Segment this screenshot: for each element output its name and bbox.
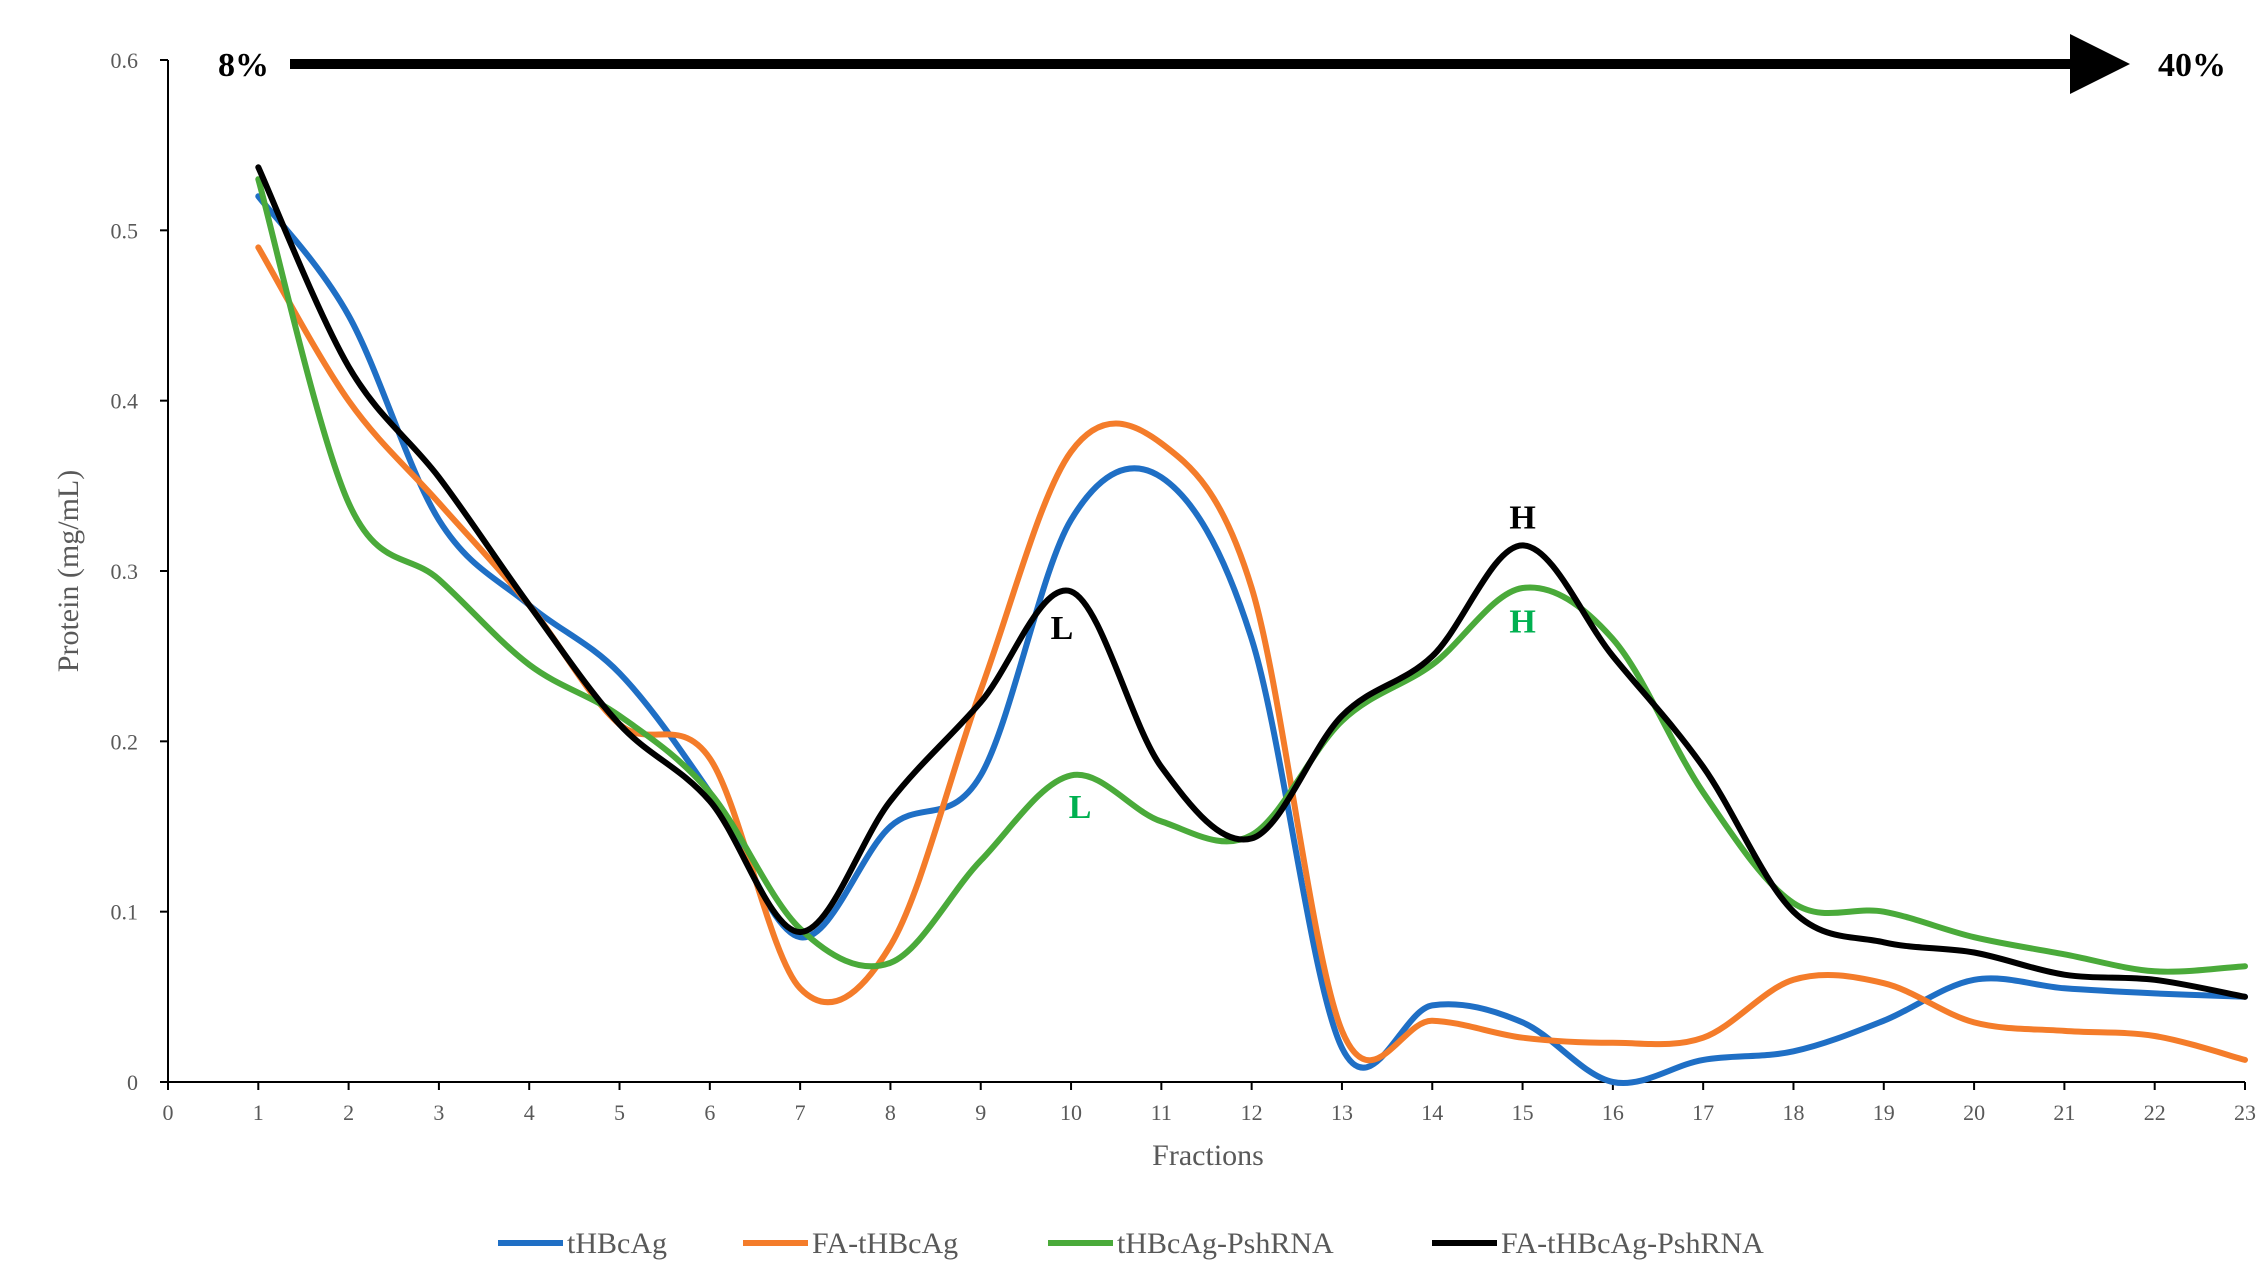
x-tick-label: 2	[343, 1100, 354, 1125]
legend-label: FA-tHBcAg-PshRNA	[1501, 1227, 1764, 1260]
x-tick-label: 13	[1331, 1100, 1353, 1125]
series-line-thbcag	[255, 193, 2248, 1087]
peak-labels: L L H H	[1051, 499, 1536, 826]
legend-item: tHBcAg	[498, 1227, 667, 1260]
x-tick-label: 14	[1421, 1100, 1443, 1125]
peak-label: H	[1509, 499, 1535, 536]
x-ticks: 0 1 2 3 4 5 6 7 8 9 10 11 12 13 14 15 16 17 18 19 20 21 22 23	[163, 1082, 2256, 1125]
series-group	[255, 164, 2248, 1087]
x-tick-label: 10	[1060, 1100, 1082, 1125]
x-tick-label: 23	[2234, 1100, 2256, 1125]
legend-label: tHBcAg-PshRNA	[1117, 1227, 1334, 1260]
peak-label: H	[1509, 603, 1535, 640]
x-tick-label: 16	[1602, 1100, 1624, 1125]
legend-label: tHBcAg	[567, 1227, 667, 1260]
series-line-fa-thbcag	[255, 244, 2248, 1064]
x-tick-label: 5	[614, 1100, 625, 1125]
y-tick-label: 0.6	[111, 48, 139, 73]
x-tick-label: 15	[1512, 1100, 1534, 1125]
y-axis-title: Protein (mg/mL)	[52, 470, 85, 672]
x-tick-label: 0	[163, 1100, 174, 1125]
x-tick-label: 1	[253, 1100, 264, 1125]
y-tick-label: 0.3	[111, 559, 139, 584]
gradient-end-label: 40%	[2158, 47, 2226, 84]
legend: tHBcAg FA-tHBcAg tHBcAg-PshRNA FA-tHBcAg…	[498, 1227, 1764, 1260]
x-tick-label: 21	[2053, 1100, 2075, 1125]
gradient-start-label: 8%	[218, 47, 269, 84]
y-tick-label: 0.4	[111, 389, 139, 414]
gradient-arrow: 8% 40%	[218, 34, 2226, 94]
x-tick-label: 8	[885, 1100, 896, 1125]
x-tick-label: 20	[1963, 1100, 1985, 1125]
y-ticks: 0 0.1 0.2 0.3 0.4 0.5 0.6	[111, 48, 168, 1095]
x-axis-title: Fractions	[1152, 1139, 1264, 1172]
x-tick-label: 7	[795, 1100, 806, 1125]
legend-item: FA-tHBcAg-PshRNA	[1432, 1227, 1764, 1260]
y-tick-label: 0.5	[111, 218, 139, 243]
x-tick-label: 11	[1151, 1100, 1172, 1125]
y-tick-label: 0	[127, 1070, 138, 1095]
x-tick-label: 9	[975, 1100, 986, 1125]
x-tick-label: 17	[1692, 1100, 1714, 1125]
x-tick-label: 6	[704, 1100, 715, 1125]
y-tick-label: 0.2	[111, 729, 139, 754]
x-tick-label: 3	[433, 1100, 444, 1125]
y-tick-label: 0.1	[111, 900, 139, 925]
legend-label: FA-tHBcAg	[812, 1227, 958, 1260]
x-tick-label: 4	[524, 1100, 535, 1125]
legend-item: FA-tHBcAg	[743, 1227, 958, 1260]
x-tick-label: 22	[2144, 1100, 2166, 1125]
legend-item: tHBcAg-PshRNA	[1048, 1227, 1334, 1260]
peak-label: L	[1069, 789, 1092, 826]
x-tick-label: 12	[1241, 1100, 1263, 1125]
x-tick-label: 18	[1782, 1100, 1804, 1125]
series-line-fa-thbcag-pshrna	[255, 164, 2248, 1000]
peak-label: L	[1051, 610, 1074, 647]
series-line-thbcag-pshrna	[255, 176, 2248, 975]
x-tick-label: 19	[1873, 1100, 1895, 1125]
